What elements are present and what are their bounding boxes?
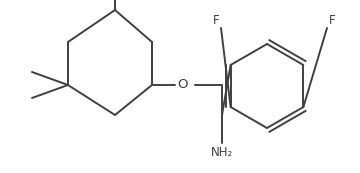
Text: F: F <box>329 14 336 27</box>
Text: F: F <box>212 14 219 27</box>
Text: NH₂: NH₂ <box>211 146 233 159</box>
Text: O: O <box>177 79 188 92</box>
